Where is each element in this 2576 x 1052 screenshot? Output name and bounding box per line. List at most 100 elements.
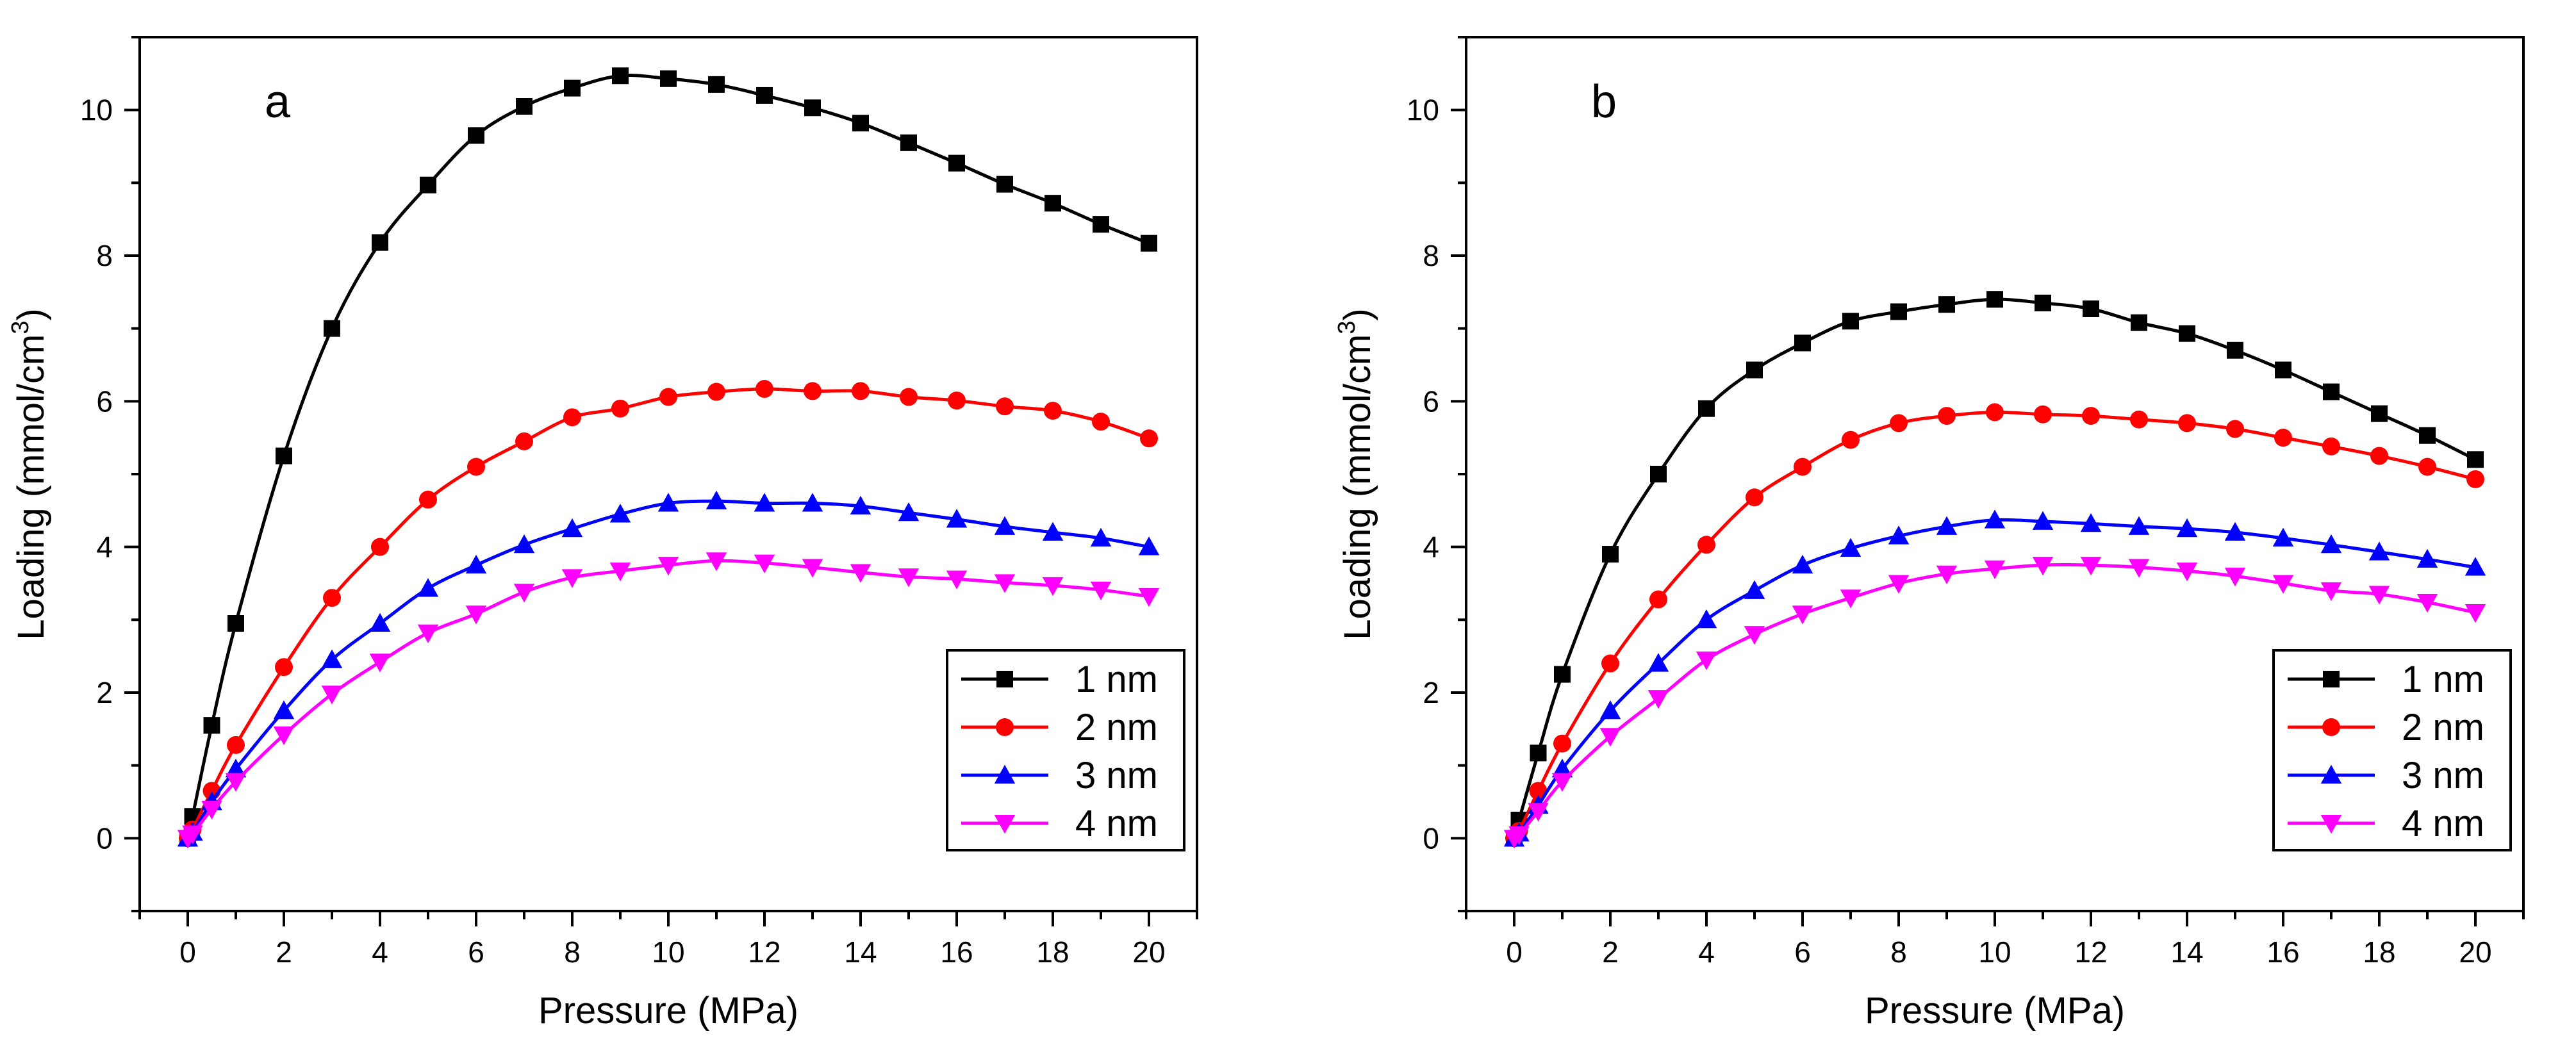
data-point [372, 234, 388, 251]
data-point [2083, 300, 2099, 317]
x-tick-label: 12 [2074, 935, 2107, 969]
legend-label: 2 nm [1075, 707, 1158, 748]
data-point [1647, 690, 1669, 709]
data-point [900, 388, 918, 406]
data-point [1649, 590, 1667, 609]
data-point [2320, 582, 2342, 602]
data-point [2368, 586, 2390, 605]
y-axis-title-superscript: 3 [7, 321, 34, 334]
data-point [369, 612, 391, 632]
x-tick-label: 20 [2459, 935, 2491, 969]
data-point [2368, 541, 2390, 561]
y-axis-title: Loading (mmol/cm3) [1333, 308, 1378, 640]
legend-marker [2320, 764, 2342, 784]
data-point [225, 773, 247, 792]
data-point [1650, 466, 1667, 482]
legend-label: 1 nm [1075, 659, 1158, 700]
data-point [850, 495, 871, 515]
data-point [2131, 314, 2147, 331]
x-tick-label: 6 [468, 935, 484, 969]
data-point [900, 134, 917, 151]
data-point [273, 700, 295, 719]
data-point [1042, 577, 1064, 596]
data-point [515, 432, 533, 450]
series-4-nm [177, 552, 1160, 849]
data-point [1840, 538, 1862, 557]
data-point [2323, 383, 2340, 400]
data-point [1890, 414, 1908, 432]
y-axis-title-close: ) [1337, 308, 1378, 320]
data-point [369, 653, 391, 673]
data-point [2176, 563, 2198, 582]
data-point [708, 76, 725, 93]
data-point [1792, 605, 1813, 625]
data-point [465, 554, 487, 574]
data-point [1744, 626, 1765, 645]
data-point [2032, 557, 2054, 576]
data-point [611, 399, 629, 418]
data-point [2320, 534, 2342, 554]
data-point [2128, 559, 2150, 578]
x-tick-label: 0 [179, 935, 196, 969]
y-tick-label: 8 [96, 239, 113, 272]
data-point [1890, 303, 1907, 320]
data-point [1888, 525, 1910, 545]
x-tick-label: 12 [748, 935, 780, 969]
data-point [2224, 568, 2246, 587]
data-point [2130, 410, 2148, 429]
x-tick-label: 16 [2266, 935, 2299, 969]
data-point [561, 569, 583, 588]
data-point [994, 574, 1016, 593]
data-point [2082, 407, 2100, 425]
data-point [321, 686, 343, 705]
data-point [850, 564, 871, 583]
data-point [1554, 666, 1571, 683]
data-point [467, 457, 485, 476]
data-point [2224, 522, 2246, 541]
data-point [852, 382, 870, 400]
data-point [1599, 728, 1621, 747]
data-point [2370, 447, 2388, 465]
data-point [371, 538, 389, 556]
data-point [2176, 518, 2198, 538]
data-point [996, 176, 1013, 193]
data-point [2226, 420, 2244, 438]
data-point [802, 493, 823, 512]
x-tick-label: 14 [2170, 935, 2203, 969]
y-tick-label: 0 [96, 821, 113, 855]
data-point [1746, 488, 1763, 507]
data-point [1984, 560, 2006, 580]
y-tick-label: 10 [80, 94, 113, 127]
data-point [1696, 609, 1717, 629]
data-point [1986, 291, 2003, 308]
legend-marker [994, 815, 1016, 834]
data-point [203, 717, 220, 734]
data-point [612, 67, 629, 85]
data-point [1602, 546, 1619, 563]
data-point [1744, 580, 1765, 599]
data-point [324, 320, 340, 337]
data-point [2416, 548, 2438, 568]
x-tick-label: 4 [1698, 935, 1715, 969]
data-point [1508, 826, 1530, 845]
data-point [657, 493, 679, 512]
x-tick-label: 4 [372, 935, 388, 969]
data-point [468, 127, 484, 144]
data-point [225, 759, 247, 778]
data-point [1090, 581, 1112, 600]
x-tick-label: 14 [844, 935, 877, 969]
x-tick-label: 2 [276, 935, 292, 969]
x-axis-title: Pressure (MPa) [1865, 990, 2125, 1031]
data-point [2035, 294, 2051, 311]
y-tick-label: 8 [1423, 239, 1439, 272]
legend-label: 4 nm [2402, 803, 2484, 844]
data-point [561, 518, 583, 538]
data-point [1698, 400, 1715, 417]
data-point [1936, 516, 1958, 535]
data-point [1697, 536, 1715, 554]
data-point [1042, 522, 1064, 541]
data-point [1601, 654, 1619, 673]
data-point [756, 86, 773, 104]
data-point [513, 584, 535, 603]
